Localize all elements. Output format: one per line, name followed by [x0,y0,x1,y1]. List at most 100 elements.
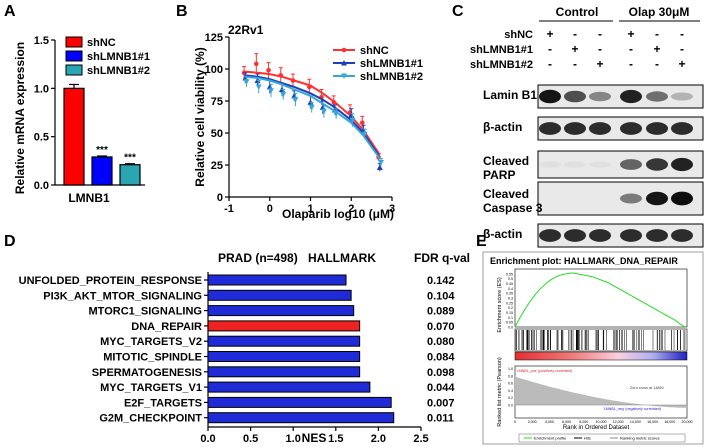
blot-sign: - [598,27,602,41]
panel-b-y-tick-label: 50 [211,128,223,140]
panel-letter-b: B [176,3,188,20]
panel-b-point [361,131,368,138]
blot-band [589,122,611,135]
blot-label: Caspase 3 [483,201,543,215]
panel-e-legend-label: Hits [584,436,591,441]
panel-b-legend-label: shLMNB1#1 [360,58,423,70]
blot-band [646,158,668,171]
blot-group-olap: Olap 30μM [629,5,690,19]
panel-d-x-axis-label: NES [302,431,327,445]
panel-d-fdr-value: 0.098 [427,367,455,379]
blot-strip: β-actin [483,116,704,141]
panel-d-x-tick-label: 2.5 [413,433,428,445]
panel-b-series [243,75,384,167]
panel-d-bar [207,381,371,393]
blot-sign: - [655,27,659,41]
panel-d-x-tick-label: 2.0 [371,433,386,445]
panel-b-point [376,164,383,171]
panel-b-y-tick-label: 75 [211,96,223,108]
blot-band [539,89,561,104]
blot-sign: + [627,27,634,41]
panel-e-rank-tick-label: 1.0 [508,367,513,371]
panel-d-x-tick-label: 0.0 [200,433,215,445]
panel-a-bar [119,164,141,186]
blot-sign: - [655,57,659,71]
panel-e-x-tick-label: 16,000 [647,420,658,424]
panel-d-bar [207,289,352,301]
blot-band [539,161,561,168]
panel-e-legend: Enrichment profile Hits Ranking metric sco… [518,433,686,443]
panel-a-legend-label: shLMNB1#1 [87,51,150,63]
panel-b-point [255,84,262,90]
blot-group-control: Control [556,5,599,19]
panel-d-bar [207,351,361,362]
panel-e-x-tick-label: 20,000 [682,420,693,424]
blot-band [671,157,693,172]
panel-b-fit-line [245,70,381,156]
panel-letter-d: D [4,233,16,250]
blot-band [589,91,611,102]
panel-e-x-tick-label: 2,000 [528,420,537,424]
panel-a-bars: *** *** [63,83,141,186]
blot-strip: Lamin B1 [483,84,704,109]
panel-e-x-axis-label: Rank in Ordered Dataset [563,425,630,431]
panel-e-es-tick-label: 0.2 [508,306,513,310]
blot-label: PARP [483,168,515,182]
blot-sign: - [573,57,577,71]
panel-e-legend-label: Ranking metric scores [620,436,660,441]
panel-b-point [377,159,384,166]
blot-band [620,122,642,135]
panel-a-y-tick-label: 1.0 [34,83,49,95]
blot-band [671,229,693,242]
panel-d-category-label: SPERMATOGENESIS [92,367,202,379]
blot-band [539,122,561,135]
panel-b-point [290,78,296,83]
panel-d-bar [207,274,347,286]
blot-band [620,89,642,104]
panel-e-x-tick-label: 0 [514,420,516,424]
blot-label: β-actin [483,120,522,134]
panel-a-legend-label: shLMNB1#2 [87,65,150,77]
blot-strips: Lamin B1β-actinCleavedPARPCleavedCaspase… [483,84,704,248]
panel-e-es-ylabel: Enrichment score (ES) [497,277,503,332]
panel-e-x-tick-label: 10,000 [596,420,607,424]
blot-sign: + [546,27,553,41]
panel-a-legend-swatch [65,64,83,76]
panel-d-category-label: MTORC1_SIGNALING [89,306,202,318]
blot-sign: - [598,42,602,56]
panel-e-es-tick-label: 0.25 [506,301,513,305]
panel-b-y-axis-label: Relative cell viability (%) [193,47,207,186]
panel-letter-e: E [476,233,487,250]
panel-b-point [359,120,365,126]
panel-a-significance: *** [96,145,108,156]
panel-b-point [280,92,287,98]
panel-e-x-tick-label: 12,000 [613,420,624,424]
panel-d-bar [207,396,392,408]
blot-row-label-shlmnb1-2: shLMNB1#2 [470,59,533,71]
panel-b-legend-label: shNC [360,45,389,57]
panel-d-bar [207,320,361,332]
panel-e-es-tick-label: 0.0 [508,326,513,330]
panel-d-fdr-value: 0.044 [427,382,455,394]
blot-band [620,229,642,242]
panel-b-point [243,79,250,85]
panel-e-x-tick-label: 14,000 [630,420,641,424]
panel-d-hallmark-bar-chart: PRAD (n=498) HALLMARK FDR q-val 0.0 0.5 1.… [19,251,470,445]
panel-e-es-tick-label: 0.5 [508,277,513,281]
panel-b-point [349,117,356,124]
blot-band [646,229,668,242]
panel-e-rank-area [515,376,687,408]
panel-e-es-tick-label: 0.35 [506,292,513,296]
panel-a-y-tick-label: 0.0 [34,180,49,192]
panel-d-header-left: PRAD (n=498) [218,251,298,265]
panel-e-es-tick-label: 0.45 [506,282,513,286]
blot-band [646,91,668,102]
panel-d-fdr-value: 0.011 [427,413,454,425]
panel-d-category-label: PI3K_AKT_MTOR_SIGNALING [43,290,202,302]
panel-e-rank-tick-label: 0.8 [508,374,513,378]
panel-b-point [341,60,347,66]
panel-e-es-box [514,268,688,328]
panel-b-fit-line [245,75,381,160]
blot-row-label-shlmnb1-1: shLMNB1#1 [470,44,533,56]
